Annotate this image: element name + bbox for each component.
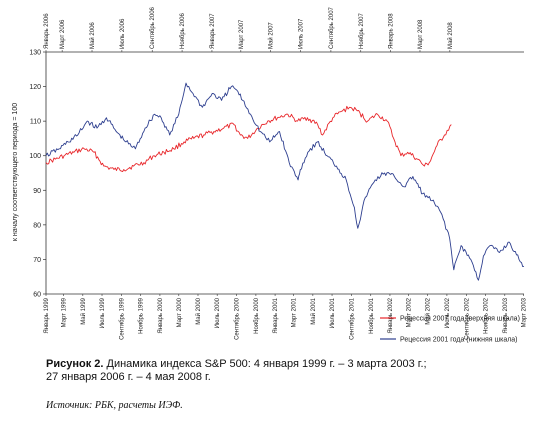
top-axis-ticks: Январь 2006 Март 2006 Май 2006 Июль 2006 Сен… — [44, 6, 454, 52]
top-tick-label: Сентябрь 2007 — [329, 6, 335, 49]
series-2007-line — [45, 105, 452, 173]
bottom-tick-label: Январь 1999 — [44, 297, 50, 333]
bottom-tick-label: Июль 1999 — [100, 297, 106, 328]
legend-label: Рецессия 2001 года (нижняя шкала) — [400, 337, 518, 344]
y-tick-label: 130 — [29, 50, 41, 57]
bottom-tick-label: Июль 2001 — [330, 297, 336, 328]
plot-lines — [45, 82, 525, 281]
top-tick-label: Май 2008 — [447, 22, 454, 49]
chart-axes — [45, 51, 524, 295]
y-tick-label: 110 — [30, 119, 41, 126]
top-tick-label: Январь 2007 — [210, 13, 216, 49]
top-tick-label: Июль 2006 — [120, 18, 126, 49]
top-tick-label: Март 2007 — [239, 19, 245, 49]
top-tick-label: Март 2006 — [60, 19, 66, 49]
legend-label: Рецессия 2007 года (верхняя шкала) — [400, 316, 520, 323]
y-axis-label: к началу соответствующего периода = 100 — [12, 103, 19, 241]
bottom-tick-label: Май 2002 — [425, 297, 432, 324]
y-tick-label: 70 — [33, 257, 41, 264]
bottom-tick-label: Январь 2000 — [158, 297, 164, 333]
legend: Рецессия 2007 года (верхняя шкала) Рецесс… — [380, 316, 520, 344]
top-tick-label: Январь 2006 — [44, 13, 50, 49]
top-tick-label: Ноябрь 2007 — [359, 13, 365, 49]
bottom-tick-label: Март 2001 — [292, 297, 298, 327]
top-tick-label: Май 2007 — [268, 22, 275, 49]
top-tick-label: Сентябрь 2006 — [150, 6, 156, 49]
bottom-tick-label: Ноябрь 2002 — [484, 297, 490, 333]
bottom-tick-label: Март 1999 — [62, 297, 68, 327]
bottom-tick-label: Сентябрь 2001 — [350, 297, 356, 340]
figure-source: Источник: РБК, расчеты ИЭФ. — [46, 400, 183, 411]
bottom-tick-label: Ноябрь 2001 — [369, 297, 375, 333]
bottom-tick-label: Январь 2002 — [388, 297, 394, 333]
bottom-tick-label: Июль 2000 — [215, 297, 221, 328]
y-tick-label: 60 — [33, 292, 41, 299]
y-tick-label: 100 — [29, 153, 41, 160]
bottom-tick-label: Июль 2002 — [445, 297, 451, 328]
bottom-tick-label: Март 2002 — [407, 297, 413, 327]
bottom-tick-label: Сентябрь 2002 — [464, 297, 470, 340]
bottom-tick-label: Январь 2001 — [273, 297, 279, 333]
chart: 60 70 80 90 100 110 120 130 Январь 2006 Март 200… — [12, 6, 527, 344]
top-tick-label: Июль 2007 — [299, 18, 305, 49]
bottom-tick-label: Май 2000 — [195, 297, 202, 324]
top-tick-label: Март 2008 — [418, 19, 424, 49]
bottom-tick-label: Май 2001 — [310, 297, 317, 324]
bottom-axis-ticks: Январь 1999 Март 1999 Май 1999 Июль 1999 Сен… — [44, 294, 527, 340]
bottom-tick-label: Сентябрь 2000 — [235, 297, 241, 340]
bottom-tick-label: Январь 2003 — [503, 297, 509, 333]
y-tick-label: 80 — [33, 222, 41, 229]
top-tick-label: Май 2006 — [89, 22, 96, 49]
bottom-tick-label: Март 2000 — [177, 297, 183, 327]
bottom-tick-label: Март 2003 — [521, 297, 527, 327]
bottom-tick-label: Ноябрь 2000 — [254, 297, 260, 333]
bottom-tick-label: Сентябрь 1999 — [120, 297, 126, 340]
top-tick-label: Ноябрь 2006 — [180, 13, 186, 49]
y-tick-label: 90 — [33, 188, 41, 195]
bottom-tick-label: Ноябрь 1999 — [139, 297, 145, 333]
series-2001-line — [45, 82, 525, 281]
top-tick-label: Январь 2008 — [389, 13, 395, 49]
bottom-tick-label: Май 1999 — [80, 297, 87, 324]
y-axis-ticks: 60 70 80 90 100 110 120 130 — [29, 50, 46, 299]
figure-caption: Рисунок 2. Динамика индекса S&P 500: 4 я… — [46, 358, 427, 383]
y-tick-label: 120 — [29, 84, 41, 91]
